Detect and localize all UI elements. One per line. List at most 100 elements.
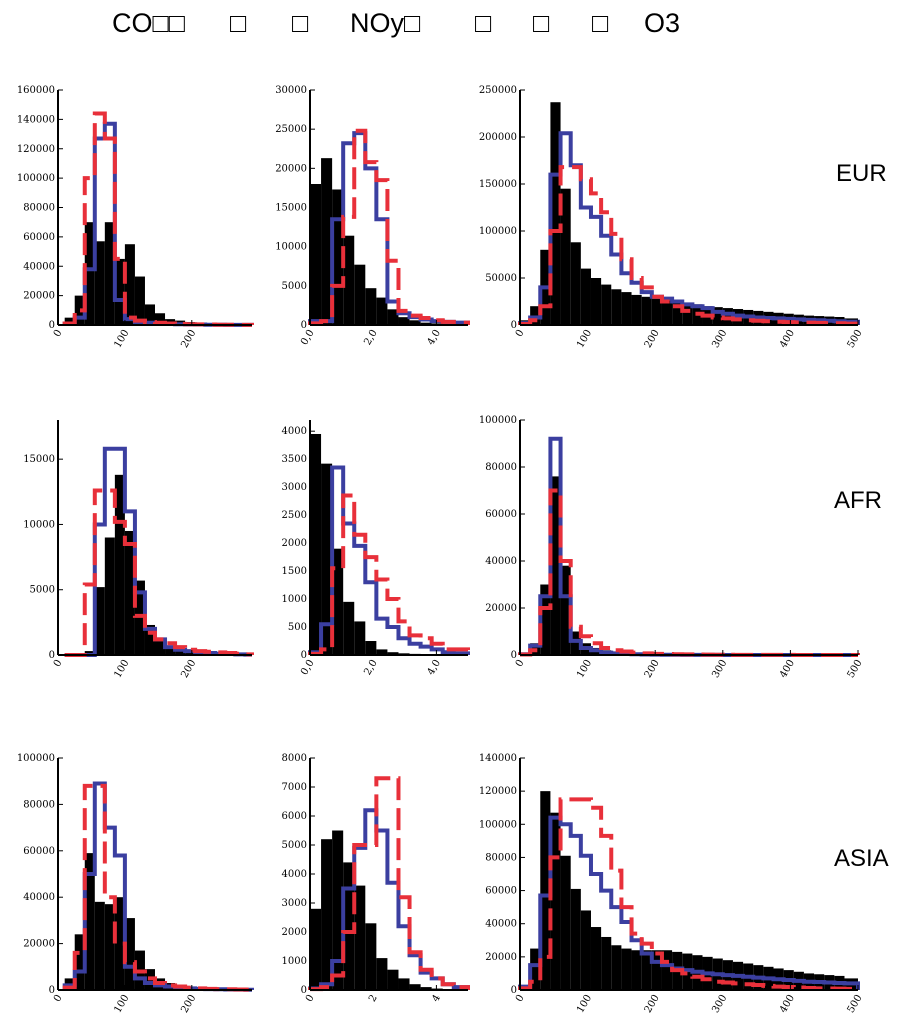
eur-noy-bar [343, 235, 355, 325]
eur-noy-y-tick-label: 20000 [275, 163, 307, 174]
afr-noy-red-step [308, 493, 470, 656]
afr-co-blue-step [64, 446, 254, 657]
asia-o3-bar [540, 791, 551, 990]
asia-co-y-tick-label: 20000 [23, 939, 55, 950]
eur-o3-x-tick-label: 500 [846, 328, 865, 350]
asia-noy-bar [365, 923, 377, 990]
afr-noy-y-tick-label: 3500 [282, 454, 307, 465]
asia-noy-x-tick-label: 0 [304, 993, 317, 1004]
asia-co-bar [104, 904, 115, 990]
asia-o3-x-tick-label: 100 [575, 993, 594, 1015]
eur-noy-y-tick-label: 0 [301, 320, 307, 331]
eur-co-y-tick-label: 60000 [23, 232, 55, 243]
afr-co-bar [165, 647, 176, 655]
afr-noy-y-tick-label: 3000 [282, 482, 307, 493]
asia-noy-y-tick-label: 8000 [282, 753, 307, 764]
asia-noy-red-step [308, 776, 470, 992]
asia-o3-bar [530, 948, 541, 990]
asia-noy-y-tick-label: 1000 [282, 956, 307, 967]
asia-o3-y-tick-label: 40000 [485, 919, 517, 930]
eur-noy-bar [409, 320, 421, 325]
eur-co-y-tick-label: 100000 [17, 173, 55, 184]
eur-noy-bar [332, 189, 344, 325]
eur-co-y-tick-label: 120000 [17, 144, 55, 155]
header-box-5: □ [592, 8, 609, 38]
asia-o3-y-tick-label: 120000 [479, 786, 517, 797]
header-box-4: □ [533, 8, 550, 38]
eur-o3-bar [682, 303, 693, 325]
afr-o3-bar [560, 565, 571, 655]
asia-noy-bar [321, 839, 333, 990]
eur-o3-bar [601, 284, 612, 325]
asia-co-y-tick-label: 60000 [23, 846, 55, 857]
afr-co-bar [104, 537, 115, 655]
afr-co-bar [155, 638, 166, 655]
asia-o3-x-tick-label: 400 [778, 993, 797, 1015]
eur-co-y-tick-label: 20000 [23, 291, 55, 302]
eur-co-y-tick-label: 0 [49, 320, 55, 331]
eur-co-y-tick-label: 80000 [23, 203, 55, 214]
afr-o3-x-tick-label: 400 [778, 658, 797, 680]
eur-o3-bar [631, 294, 642, 325]
eur-co-bar [124, 244, 135, 325]
asia-noy-y-tick-label: 4000 [282, 869, 307, 880]
eur-co-y-tick-label: 40000 [23, 261, 55, 272]
eur-co-bar [74, 295, 85, 325]
afr-noy-y-tick-label: 2000 [282, 538, 307, 549]
afr-o3-x-tick-label: 0 [514, 658, 527, 669]
eur-noy-bar [376, 297, 388, 325]
eur-o3-x-tick-label: 0 [514, 328, 527, 339]
afr-co-red-step [64, 488, 254, 657]
afr-noy-y-tick-label: 500 [288, 622, 307, 633]
afr-co-y-tick-label: 15000 [23, 454, 55, 465]
eur-noy-bar [321, 158, 333, 325]
eur-co-bar [144, 304, 155, 325]
asia-noy-y-tick-label: 7000 [282, 782, 307, 793]
asia-o3-y-tick-label: 140000 [479, 753, 517, 764]
asia-o3-x-tick-label: 0 [514, 993, 527, 1004]
afr-o3-x-tick-label: 100 [575, 658, 594, 680]
asia-o3-y-tick-label: 80000 [485, 852, 517, 863]
eur-noy-y-tick-label: 15000 [275, 203, 307, 214]
eur-o3-y-tick-label: 50000 [485, 273, 517, 284]
asia-noy-bar [398, 978, 410, 990]
asia-noy-y-tick-label: 2000 [282, 927, 307, 938]
afr-o3-y-tick-label: 80000 [485, 462, 517, 473]
afr-noy-blue-step [308, 465, 470, 656]
header-o3: O3 [644, 8, 681, 38]
header-box-1: □ [230, 8, 247, 38]
asia-o3-bar [661, 950, 673, 990]
row-label-afr: AFR [834, 487, 882, 514]
afr-co-bar [94, 587, 105, 655]
asia-o3-bar [580, 910, 591, 990]
eur-co-bar [94, 241, 105, 325]
header-co: CO□□ [112, 8, 186, 38]
afr-o3-bar [550, 476, 561, 655]
eur-noy-y-tick-label: 30000 [275, 85, 307, 96]
asia-co-x-tick-label: 200 [179, 993, 198, 1015]
asia-co-bar [124, 918, 135, 990]
afr-noy-y-tick-label: 2500 [282, 510, 307, 521]
eur-noy-bar [420, 322, 432, 325]
asia-o3-x-tick-label: 300 [710, 993, 729, 1015]
afr-noy-x-tick-label: 4,0 [426, 658, 443, 677]
afr-o3-x-tick-label: 200 [643, 658, 662, 680]
eur-noy-bar [354, 264, 366, 325]
header-box-3: □ [475, 8, 492, 38]
row-label-eur: EUR [836, 160, 887, 187]
afr-co-y-tick-label: 0 [49, 650, 55, 661]
afr-co-x-tick-label: 100 [112, 658, 131, 680]
asia-o3-bar [641, 950, 652, 990]
afr-noy-bar [310, 433, 322, 655]
asia-o3-red-step [518, 797, 860, 991]
asia-o3-bar [651, 950, 662, 990]
asia-noy-bar [420, 987, 432, 990]
eur-o3-x-tick-label: 400 [778, 328, 797, 350]
asia-o3-x-tick-label: 200 [643, 993, 662, 1015]
eur-noy-y-tick-label: 5000 [282, 281, 307, 292]
afr-noy-bar [354, 621, 366, 655]
eur-o3-y-tick-label: 200000 [479, 132, 517, 143]
afr-co-y-tick-label: 10000 [23, 519, 55, 530]
asia-noy-bar [354, 885, 366, 990]
